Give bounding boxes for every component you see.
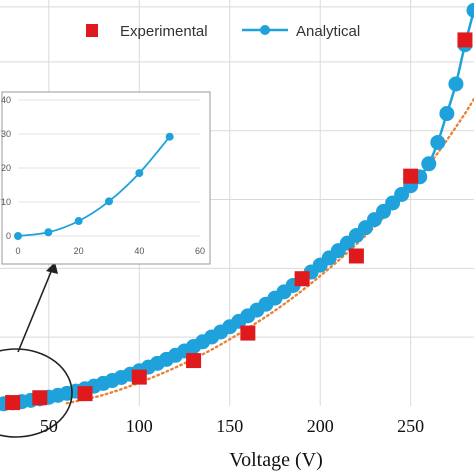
experimental-point xyxy=(240,325,256,341)
inset-y-tick-label: 40 xyxy=(1,95,11,105)
analytical-point xyxy=(448,76,464,92)
legend-experimental-marker xyxy=(86,24,98,37)
legend-experimental-label: Experimental xyxy=(120,23,208,40)
x-tick-label: 150 xyxy=(216,416,243,436)
legend-analytical-marker xyxy=(260,25,270,35)
experimental-point xyxy=(186,353,202,369)
experimental-point xyxy=(32,390,48,406)
analytical-point xyxy=(430,134,446,150)
x-tick-label: 200 xyxy=(307,416,334,436)
inset-x-tick-label: 20 xyxy=(74,246,84,256)
experimental-point xyxy=(131,369,147,385)
inset-point xyxy=(14,232,22,240)
x-tick-labels: 50 100 150 200 250 xyxy=(40,416,424,436)
x-tick-label: 50 xyxy=(40,416,58,436)
inset-point xyxy=(105,197,113,206)
zoom-arrow-head xyxy=(46,262,58,274)
analytical-point xyxy=(466,2,474,18)
x-axis-label: Voltage (V) xyxy=(229,449,323,471)
experimental-point xyxy=(403,168,419,184)
x-tick-label: 250 xyxy=(397,416,424,436)
inset-x-tick-label: 0 xyxy=(15,246,20,256)
inset-point xyxy=(44,228,53,237)
experimental-point xyxy=(457,32,473,48)
inset-tick-labels: 0 20 40 60 0 10 20 30 40 xyxy=(1,95,205,256)
experimental-series xyxy=(5,32,473,411)
inset-chart: 0 20 40 60 0 10 20 30 40 xyxy=(1,91,211,265)
analytical-point xyxy=(421,156,437,172)
zoom-region-ellipse xyxy=(0,348,73,438)
inset-y-tick-label: 30 xyxy=(1,129,11,139)
inset-point xyxy=(135,169,144,178)
zoom-pointer-arrow xyxy=(17,266,54,353)
inset-series xyxy=(14,132,174,240)
inset-y-tick-label: 20 xyxy=(1,163,11,173)
x-tick-label: 100 xyxy=(126,416,153,436)
experimental-point xyxy=(5,395,21,411)
inset-y-tick-label: 0 xyxy=(6,231,11,241)
inset-frame xyxy=(1,91,211,265)
inset-y-tick-label: 10 xyxy=(1,197,11,207)
experimental-point xyxy=(348,248,364,264)
legend-analytical-label: Analytical xyxy=(296,23,360,40)
inset-x-tick-label: 40 xyxy=(134,246,144,256)
inset-x-tick-label: 60 xyxy=(195,246,205,256)
inset-point xyxy=(165,132,174,141)
experimental-point xyxy=(77,386,93,402)
inset-point xyxy=(74,217,83,226)
analytical-point xyxy=(439,106,455,122)
experimental-point xyxy=(294,271,310,287)
legend: Experimental Analytical xyxy=(86,23,360,40)
